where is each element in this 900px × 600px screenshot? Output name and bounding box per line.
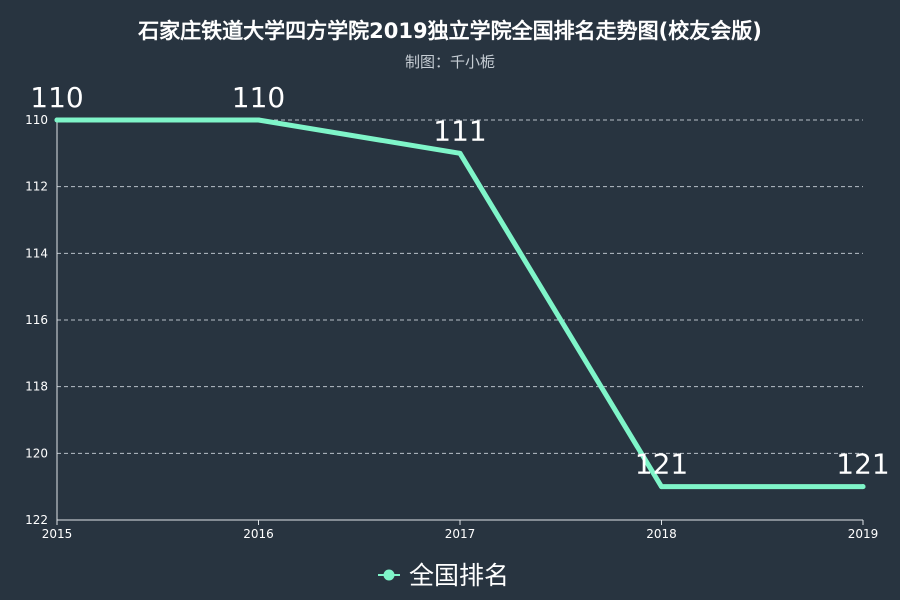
y-tick-label: 122 — [25, 513, 48, 527]
grid-lines — [57, 119, 863, 454]
x-tick-label: 2015 — [42, 527, 73, 541]
axes — [56, 120, 864, 525]
y-tick-label: 112 — [25, 180, 48, 194]
chart-title: 石家庄铁道大学四方学院2019独立学院全国排名走势图(校友会版) — [137, 19, 762, 43]
data-point[interactable] — [54, 117, 60, 123]
data-label: 121 — [635, 448, 688, 481]
data-labels: 110 110 111 121 121 — [30, 81, 889, 481]
data-point[interactable] — [457, 150, 463, 156]
legend-label: 全国排名 — [409, 561, 509, 590]
y-tick-label: 110 — [25, 113, 48, 127]
data-label: 110 — [30, 81, 83, 114]
legend[interactable]: 全国排名 — [378, 561, 509, 590]
x-tick-label: 2016 — [243, 527, 274, 541]
data-label: 110 — [232, 81, 285, 114]
data-point[interactable] — [860, 484, 866, 490]
y-tick-label: 116 — [25, 313, 48, 327]
x-axis-tick-labels: 2015 2016 2017 2018 2019 — [42, 527, 879, 541]
data-point[interactable] — [256, 117, 261, 123]
series-line-rank[interactable] — [54, 117, 866, 490]
data-label: 111 — [433, 114, 486, 147]
data-point[interactable] — [659, 484, 664, 490]
x-tick-label: 2018 — [646, 527, 677, 541]
y-tick-label: 120 — [25, 446, 48, 460]
y-axis-tick-labels: 110 112 114 116 118 120 122 — [25, 113, 48, 527]
x-tick-label: 2017 — [445, 527, 476, 541]
chart-subtitle: 制图：千小栀 — [405, 53, 495, 71]
data-label: 121 — [836, 448, 889, 481]
y-tick-label: 118 — [25, 380, 48, 394]
x-tick-label: 2019 — [848, 527, 879, 541]
y-tick-label: 114 — [25, 246, 48, 260]
series-layer — [54, 117, 866, 490]
legend-dot-marker — [383, 569, 395, 581]
